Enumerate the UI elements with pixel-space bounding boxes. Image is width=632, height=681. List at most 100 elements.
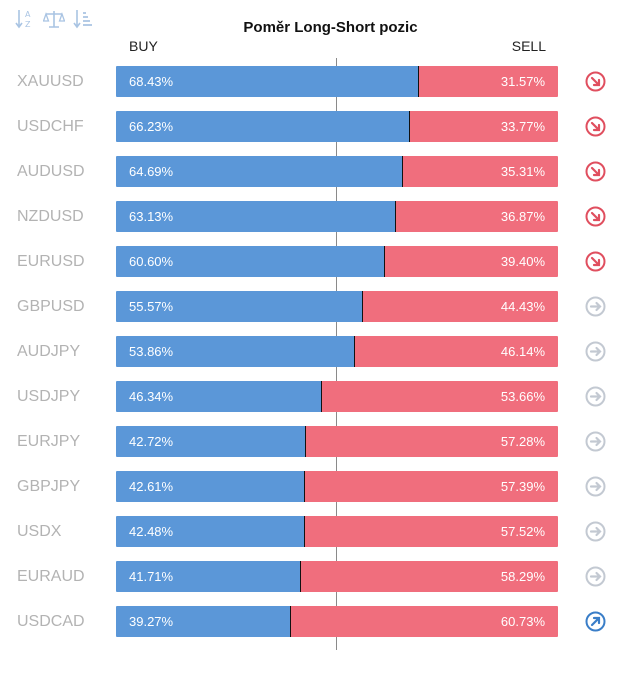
- buy-segment: [116, 336, 354, 367]
- buy-percent-label: 42.72%: [129, 434, 174, 449]
- ratio-divider: [290, 606, 291, 637]
- currency-pair-label: GBPJPY: [17, 478, 81, 495]
- trend-down-icon[interactable]: [585, 71, 606, 92]
- buy-segment: [116, 561, 300, 592]
- sell-column-header: SELL: [511, 38, 546, 54]
- sell-percent-label: 58.29%: [500, 569, 545, 584]
- ratio-divider: [418, 66, 419, 97]
- ratio-divider: [402, 156, 403, 187]
- sell-segment: [396, 201, 558, 232]
- trend-down-icon[interactable]: [585, 206, 606, 227]
- table-row: EURJPY 42.72% 57.28%: [0, 426, 632, 471]
- buy-percent-label: 63.13%: [129, 209, 174, 224]
- sell-percent-label: 57.28%: [500, 434, 545, 449]
- buy-percent-label: 60.60%: [129, 254, 174, 269]
- currency-pair-label: EURAUD: [17, 568, 85, 585]
- balance-scale-icon[interactable]: [43, 6, 65, 32]
- ratio-divider: [305, 426, 306, 457]
- currency-pair-label: XAUUSD: [17, 73, 84, 90]
- sell-segment: [306, 426, 558, 457]
- sell-percent-label: 33.77%: [500, 119, 545, 134]
- ratio-bar: 60.60% 39.40%: [116, 246, 558, 277]
- ratio-divider: [384, 246, 385, 277]
- sell-percent-label: 39.40%: [500, 254, 545, 269]
- table-row: NZDUSD 63.13% 36.87%: [0, 201, 632, 246]
- buy-percent-label: 42.48%: [129, 524, 174, 539]
- sell-percent-label: 31.57%: [500, 74, 545, 89]
- ratio-bar: 46.34% 53.66%: [116, 381, 558, 412]
- buy-percent-label: 39.27%: [129, 614, 174, 629]
- ratio-divider: [362, 291, 363, 322]
- sell-percent-label: 57.52%: [500, 524, 545, 539]
- sell-percent-label: 36.87%: [500, 209, 545, 224]
- trend-neutral-icon[interactable]: [585, 431, 606, 452]
- buy-segment: [116, 381, 321, 412]
- sell-percent-label: 44.43%: [500, 299, 545, 314]
- chart-title: Poměr Long-Short pozic: [243, 19, 418, 36]
- sell-segment: [291, 606, 558, 637]
- sell-segment: [355, 336, 558, 367]
- ratio-bar: 63.13% 36.87%: [116, 201, 558, 232]
- sell-percent-label: 60.73%: [500, 614, 545, 629]
- table-row: USDCHF 66.23% 33.77%: [0, 111, 632, 156]
- trend-neutral-icon[interactable]: [585, 386, 606, 407]
- buy-percent-label: 68.43%: [129, 74, 174, 89]
- table-row: USDX 42.48% 57.52%: [0, 516, 632, 561]
- ratio-bar: 68.43% 31.57%: [116, 66, 558, 97]
- trend-neutral-icon[interactable]: [585, 296, 606, 317]
- ratio-bar: 41.71% 58.29%: [116, 561, 558, 592]
- ratio-bar: 42.72% 57.28%: [116, 426, 558, 457]
- sort-amount-icon[interactable]: [72, 6, 94, 32]
- ratio-bar: 66.23% 33.77%: [116, 111, 558, 142]
- ratio-divider: [395, 201, 396, 232]
- sell-segment: [305, 471, 558, 502]
- sell-percent-label: 46.14%: [500, 344, 545, 359]
- ratio-rows: XAUUSD 68.43% 31.57% USDCHF 66.23% 33.77% AUDU…: [0, 66, 632, 651]
- buy-percent-label: 46.34%: [129, 389, 174, 404]
- ratio-bar: 55.57% 44.43%: [116, 291, 558, 322]
- buy-percent-label: 53.86%: [129, 344, 174, 359]
- currency-pair-label: USDCAD: [17, 613, 85, 630]
- trend-down-icon[interactable]: [585, 161, 606, 182]
- buy-segment: [116, 201, 395, 232]
- buy-segment: [116, 291, 362, 322]
- ratio-bar: 64.69% 35.31%: [116, 156, 558, 187]
- sell-segment: [363, 291, 558, 322]
- trend-neutral-icon[interactable]: [585, 521, 606, 542]
- svg-text:Z: Z: [25, 20, 31, 29]
- ratio-divider: [304, 471, 305, 502]
- trend-down-icon[interactable]: [585, 116, 606, 137]
- table-row: GBPJPY 42.61% 57.39%: [0, 471, 632, 516]
- trend-neutral-icon[interactable]: [585, 566, 606, 587]
- trend-down-icon[interactable]: [585, 251, 606, 272]
- ratio-bar: 39.27% 60.73%: [116, 606, 558, 637]
- ratio-bar: 42.48% 57.52%: [116, 516, 558, 547]
- currency-pair-label: USDJPY: [17, 388, 81, 405]
- ratio-divider: [354, 336, 355, 367]
- ratio-divider: [409, 111, 410, 142]
- table-row: EURUSD 60.60% 39.40%: [0, 246, 632, 291]
- buy-percent-label: 64.69%: [129, 164, 174, 179]
- sell-segment: [403, 156, 558, 187]
- sell-segment: [385, 246, 558, 277]
- ratio-bar: 53.86% 46.14%: [116, 336, 558, 367]
- buy-segment: [116, 246, 384, 277]
- trend-up-icon[interactable]: [585, 611, 606, 632]
- toolbar: A Z: [14, 6, 94, 34]
- table-row: GBPUSD 55.57% 44.43%: [0, 291, 632, 336]
- currency-pair-label: USDCHF: [17, 118, 84, 135]
- table-row: XAUUSD 68.43% 31.57%: [0, 66, 632, 111]
- ratio-divider: [304, 516, 305, 547]
- ratio-divider: [321, 381, 322, 412]
- buy-segment: [116, 516, 304, 547]
- sort-alpha-icon[interactable]: A Z: [14, 6, 36, 32]
- trend-neutral-icon[interactable]: [585, 476, 606, 497]
- trend-neutral-icon[interactable]: [585, 341, 606, 362]
- sell-percent-label: 53.66%: [500, 389, 545, 404]
- buy-column-header: BUY: [129, 38, 158, 54]
- table-row: USDCAD 39.27% 60.73%: [0, 606, 632, 651]
- ratio-divider: [300, 561, 301, 592]
- buy-segment: [116, 426, 305, 457]
- ratio-bar: 42.61% 57.39%: [116, 471, 558, 502]
- currency-pair-label: AUDUSD: [17, 163, 85, 180]
